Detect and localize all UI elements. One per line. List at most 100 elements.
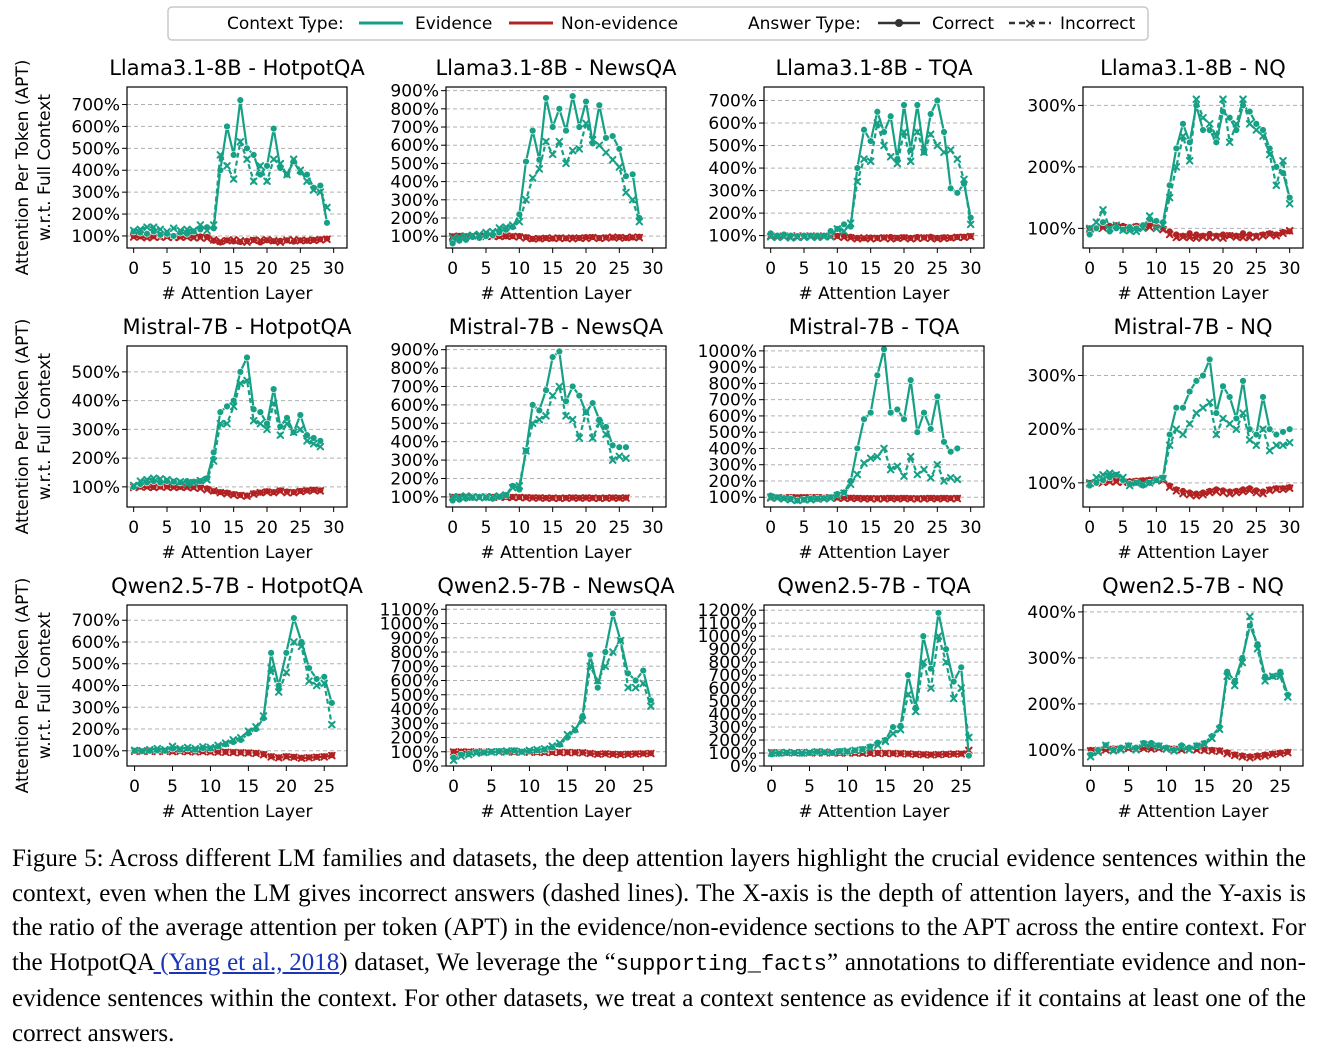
x-tick-label: 10 [827,518,849,538]
data-point [1238,658,1247,667]
data-point [1219,234,1227,242]
data-point [635,233,644,242]
data-point [203,234,211,242]
data-point [472,749,481,757]
data-point [913,128,922,136]
data-point [919,658,928,666]
data-point [449,748,458,756]
data-point [309,186,318,194]
y-tick-label: 700% [708,391,757,411]
data-point [601,662,610,671]
y-tick-label: 400% [708,159,757,179]
data-point [920,494,928,503]
svg-text:×: × [1024,16,1036,32]
data-point [608,233,617,241]
y-tick-label: 300% [708,456,757,476]
data-point [229,748,238,757]
x-tick-label: 25 [313,777,335,797]
data-point [328,699,336,707]
data-point [813,233,822,242]
data-point [223,402,231,411]
data-point [555,137,564,146]
data-point [1279,156,1287,165]
data-point [1124,742,1133,751]
data-point [622,454,630,463]
y-tick-label: 100% [71,227,120,247]
data-point [312,753,321,762]
y-tick-label: 100% [71,742,120,762]
y-tick-label: 100% [708,227,757,247]
x-tick-label: 0 [448,777,459,797]
data-point [263,162,271,170]
data-point [873,234,882,243]
data-point [631,683,640,692]
y-tick-label: 200% [71,720,120,740]
data-point [1252,126,1261,134]
data-point [965,751,973,760]
panel-title: Llama3.1-8B - NewsQA [435,56,677,80]
data-point [196,476,205,485]
x-tick-label: 20 [1231,777,1253,797]
data-point [263,425,271,434]
data-point [1253,753,1262,761]
data-point [851,746,859,755]
data-point [535,494,544,502]
data-point [846,480,855,489]
x-tick-label: 20 [1212,518,1234,538]
panel-title: Mistral-7B - TQA [789,315,960,339]
data-point [290,614,298,622]
data-point [911,707,920,716]
panel-title: Llama3.1-8B - HotpotQA [109,56,365,80]
data-point [833,491,842,500]
data-point [866,408,875,417]
data-point [840,489,848,497]
data-point [1265,486,1274,495]
data-point [136,225,145,234]
data-point [1185,746,1194,754]
data-point [766,232,775,241]
data-point [462,232,470,240]
data-point [303,177,311,185]
data-point [934,750,943,759]
data-point [528,126,537,135]
figure-caption: Figure 5: Across different LM families a… [12,842,1306,1051]
data-point [793,233,802,242]
y-tick-label: 400% [71,161,120,181]
data-point [482,228,490,237]
data-point [189,233,198,242]
y-axis-label: Attention Per Token (APT) [13,319,33,535]
y-axis-label: w.r.t. Full Context [35,353,55,500]
y-tick-label: 1000% [380,615,439,635]
data-point [223,162,231,170]
data-point [860,155,868,163]
data-point [1125,481,1134,490]
data-point [320,673,328,681]
y-tick-label: 200% [1027,420,1076,440]
x-axis-label: # Attention Layer [1118,543,1269,563]
data-point [236,733,245,742]
y-tick-label: 200% [71,205,120,225]
data-point [269,385,278,393]
y-tick-label: 1000% [698,627,757,647]
y-tick-label: 800% [390,100,439,120]
data-point [305,677,313,685]
data-point [189,483,198,492]
data-point [866,137,875,145]
data-point [1199,371,1207,380]
data-point [946,473,955,482]
y-tick-label: 1200% [698,601,757,621]
data-point [209,236,218,244]
data-point [960,175,968,184]
data-point [1212,138,1221,147]
panel-title: Mistral-7B - NQ [1114,315,1273,339]
data-point [1105,224,1114,233]
panel-title: Qwen2.5-7B - HotpotQA [111,574,363,598]
y-tick-label: 500% [71,655,120,675]
data-point [790,748,799,757]
citation-link[interactable]: (Yang et al., 2018 [153,948,340,976]
data-point [290,753,298,762]
data-point [893,462,902,471]
data-point [475,230,484,239]
data-point [1252,120,1261,128]
data-point [953,494,962,503]
